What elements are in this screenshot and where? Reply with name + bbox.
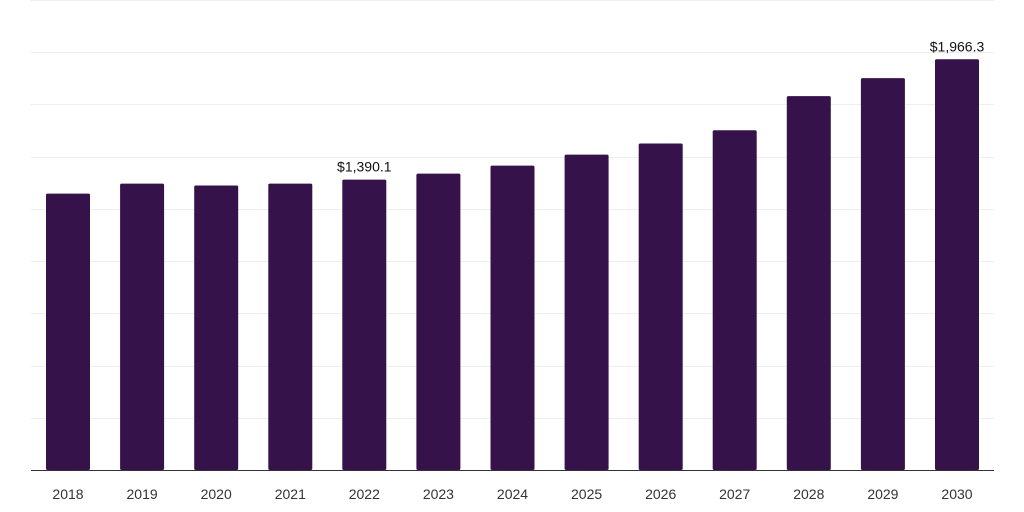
x-tick-label: 2019 <box>127 486 158 502</box>
bar-2024[interactable] <box>490 165 535 470</box>
x-tick-label: 2030 <box>941 486 972 502</box>
x-tick-label: 2029 <box>867 486 898 502</box>
x-tick-label: 2027 <box>719 486 750 502</box>
bar-2030[interactable] <box>935 59 979 471</box>
x-tick-label: 2025 <box>571 486 602 502</box>
x-tick-label: 2028 <box>793 486 824 502</box>
bar-2020[interactable] <box>194 185 239 471</box>
bar-2026[interactable] <box>638 143 683 471</box>
data-label: $1,390.1 <box>337 159 392 175</box>
bar-2023[interactable] <box>416 173 461 470</box>
x-tick-label: 2024 <box>497 486 528 502</box>
x-tick-label: 2023 <box>423 486 454 502</box>
bar-2029[interactable] <box>860 78 905 470</box>
bar-2019[interactable] <box>120 183 165 470</box>
x-tick-label: 2021 <box>275 486 306 502</box>
bar-2022[interactable] <box>342 179 387 470</box>
bar-2028[interactable] <box>786 96 831 470</box>
data-label: $1,966.3 <box>930 38 985 54</box>
x-tick-label: 2018 <box>52 486 83 502</box>
x-axis-tick-labels: 2018 2019 2020 2021 2022 2023 2024 2025 2026 2027… <box>52 486 972 502</box>
bar-2021[interactable] <box>268 183 313 470</box>
data-labels: $1,390.1 $1,966.3 <box>337 38 984 174</box>
bar-2027[interactable] <box>712 130 757 471</box>
x-tick-label: 2022 <box>349 486 380 502</box>
x-tick-label: 2020 <box>201 486 232 502</box>
bar-2018[interactable] <box>46 193 90 470</box>
bar-2025[interactable] <box>564 154 609 470</box>
bars <box>46 59 979 471</box>
x-tick-label: 2026 <box>645 486 676 502</box>
